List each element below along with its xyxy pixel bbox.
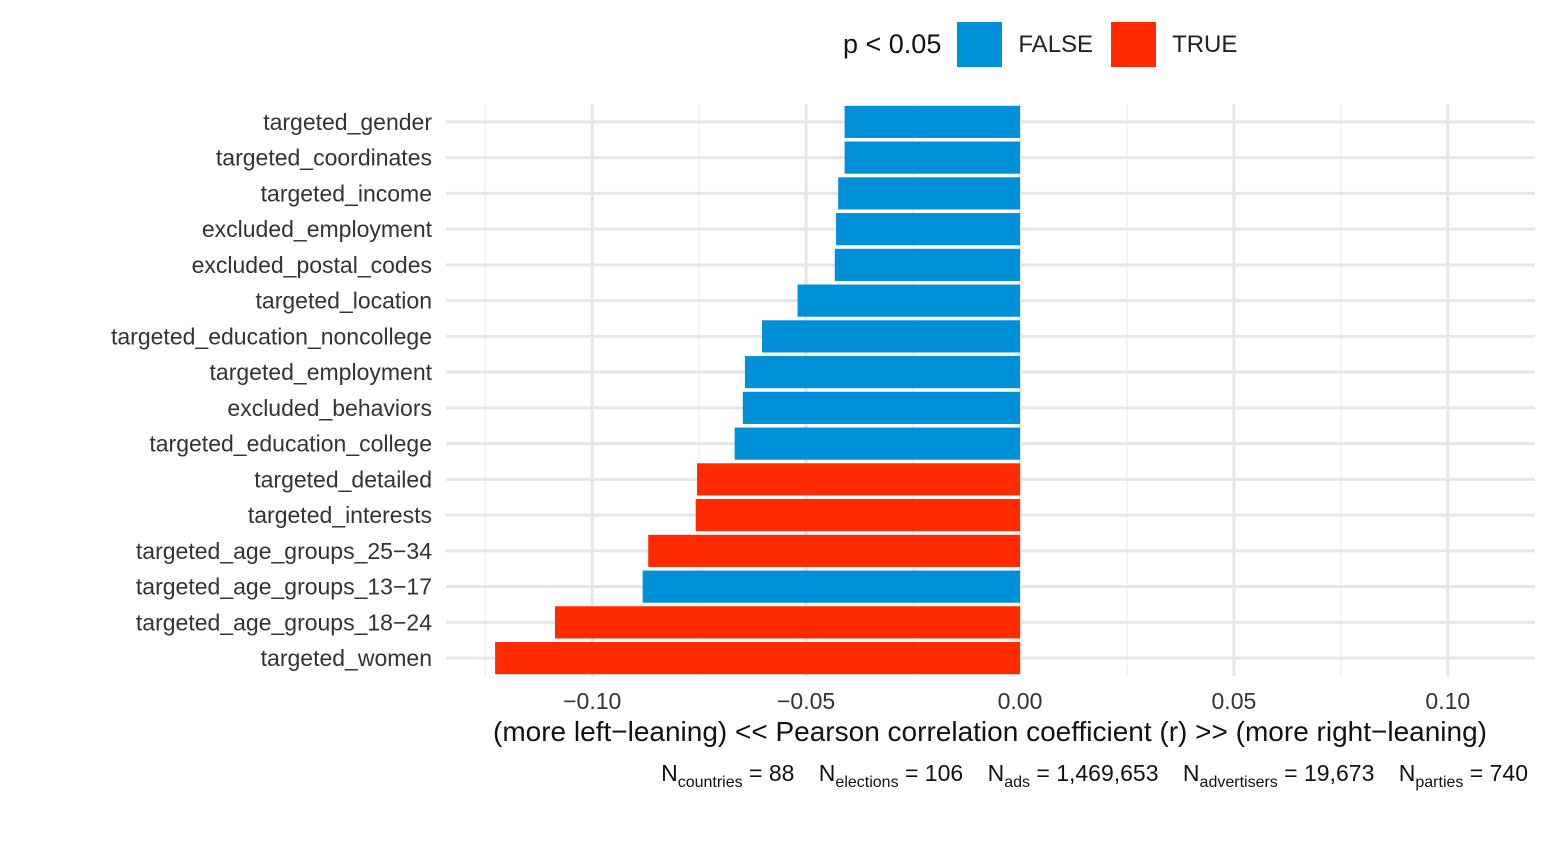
- x-tick-label: 0.10: [1425, 688, 1470, 714]
- bar-targeted_women: [495, 642, 1021, 675]
- y-tick-label: targeted_gender: [263, 109, 432, 135]
- bar-targeted_age_groups_18−24: [554, 606, 1020, 639]
- y-tick-label: excluded_behaviors: [227, 395, 432, 421]
- bar-targeted_location: [797, 284, 1020, 317]
- y-tick-label: targeted_age_groups_25−34: [136, 538, 432, 564]
- x-tick-labels: −0.10 −0.05 0.00 0.05 0.10: [563, 688, 1470, 714]
- bar-targeted_coordinates: [844, 141, 1020, 174]
- caption-elections: Nelections = 106: [818, 760, 964, 791]
- x-tick-label: 0.05: [1212, 688, 1257, 714]
- bar-targeted_detailed: [697, 463, 1020, 496]
- y-tick-label: targeted_coordinates: [216, 145, 432, 171]
- y-tick-label: excluded_employment: [202, 216, 433, 242]
- sample-size-caption: Ncountries = 88 Nelections = 106 Nads = …: [643, 760, 1528, 791]
- bar-targeted_age_groups_13−17: [642, 570, 1020, 603]
- y-tick-label: targeted_interests: [248, 502, 432, 528]
- bar-targeted_age_groups_25−34: [648, 534, 1020, 567]
- bar-excluded_employment: [836, 213, 1020, 246]
- y-tick-label: targeted_age_groups_18−24: [136, 609, 432, 635]
- y-tick-labels: targeted_gender targeted_coordinatestarge…: [111, 109, 433, 671]
- y-tick-label: targeted_education_college: [149, 431, 432, 457]
- y-tick-label: targeted_age_groups_13−17: [136, 574, 432, 600]
- caption-countries: Ncountries = 88: [661, 760, 795, 791]
- bar-targeted_education_noncollege: [762, 320, 1020, 353]
- bars: [495, 105, 1021, 675]
- caption-ads: Nads = 1,469,653: [987, 760, 1159, 791]
- caption-advertisers: Nadvertisers = 19,673: [1182, 760, 1375, 791]
- bar-excluded_behaviors: [742, 391, 1020, 424]
- y-tick-label: excluded_postal_codes: [192, 252, 432, 278]
- legend-title: p < 0.05: [843, 29, 942, 59]
- y-tick-label: targeted_detailed: [254, 466, 432, 492]
- legend-key-true: [1111, 22, 1157, 67]
- legend-label-true: TRUE: [1172, 30, 1238, 58]
- legend: p < 0.05 FALSE TRUE: [843, 22, 1255, 67]
- bar-targeted_income: [838, 177, 1020, 210]
- legend-label-false: FALSE: [1018, 30, 1094, 58]
- x-tick-label: −0.05: [777, 688, 835, 714]
- legend-key-false: [957, 22, 1003, 67]
- x-axis-title: (more left−leaning) << Pearson correlati…: [493, 716, 1487, 747]
- y-tick-label: targeted_location: [256, 288, 432, 314]
- caption-parties: Nparties = 740: [1398, 760, 1528, 791]
- bar-excluded_postal_codes: [834, 248, 1020, 281]
- bar-targeted_interests: [695, 499, 1020, 532]
- x-tick-label: −0.10: [563, 688, 621, 714]
- y-tick-label: targeted_income: [261, 180, 432, 206]
- x-tick-label: 0.00: [998, 688, 1043, 714]
- y-tick-label: targeted_education_noncollege: [111, 323, 432, 349]
- y-tick-label: targeted_employment: [210, 359, 433, 385]
- bar-targeted_education_college: [734, 427, 1020, 460]
- bar-targeted_gender: [844, 105, 1020, 138]
- y-tick-label: targeted_women: [261, 645, 432, 671]
- bar-targeted_employment: [744, 356, 1020, 389]
